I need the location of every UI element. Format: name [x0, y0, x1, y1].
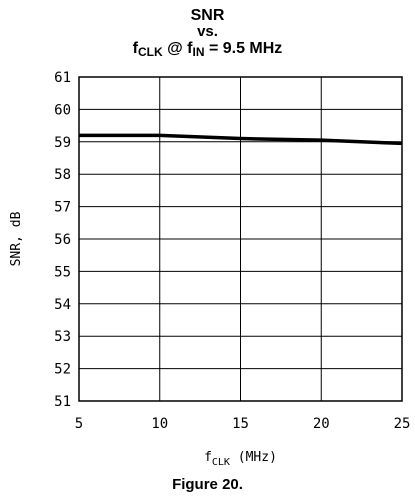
- y-tick-label: 52: [54, 362, 71, 378]
- title-frequency-value: = 9.5 MHz: [204, 40, 283, 57]
- chart-title-line2: vs.: [197, 23, 218, 40]
- y-tick-label: 57: [54, 200, 71, 216]
- y-tick-label: 60: [54, 102, 71, 118]
- y-tick-label: 54: [54, 297, 71, 313]
- chart-title-line3: fCLK @ fIN = 9.5 MHz: [0, 40, 415, 59]
- y-tick-label: 59: [54, 135, 71, 151]
- y-tick-label: 61: [54, 70, 71, 86]
- x-tick-label: 20: [313, 416, 330, 432]
- snr-series-line: [79, 133, 403, 146]
- x-axis-label: fCLK (MHz): [204, 450, 277, 468]
- y-axis-label: SNR, dB: [9, 211, 24, 266]
- y-tick-label: 56: [54, 232, 71, 248]
- title-in-subscript: IN: [192, 45, 205, 59]
- x-axis-label-subscript: CLK: [212, 457, 230, 468]
- tick-labels: 51 52 53 54 55 56 57 58 59 60 61 5 10 15 20 25: [54, 70, 410, 432]
- x-tick-label: 10: [151, 416, 168, 432]
- y-tick-label: 58: [54, 167, 71, 183]
- x-axis-label-unit: (MHz): [230, 450, 277, 465]
- title-clk-subscript: CLK: [138, 45, 163, 59]
- x-tick-label: 25: [394, 416, 411, 432]
- chart-title-line1: SNR: [190, 7, 225, 24]
- grid-lines: [78, 76, 403, 402]
- figure-caption: Figure 20.: [172, 476, 243, 493]
- y-tick-label: 53: [54, 329, 71, 345]
- x-tick-label: 5: [75, 416, 83, 432]
- y-tick-label: 55: [54, 264, 71, 280]
- plot-border: [78, 76, 403, 402]
- x-tick-label: 15: [232, 416, 249, 432]
- title-at-f: @ f: [162, 40, 193, 57]
- plot-frame: [78, 76, 403, 402]
- title-f-prefix: f: [132, 40, 138, 57]
- x-axis-label-f: f: [204, 450, 212, 465]
- y-tick-label: 51: [54, 394, 71, 410]
- series-lines: [79, 133, 403, 146]
